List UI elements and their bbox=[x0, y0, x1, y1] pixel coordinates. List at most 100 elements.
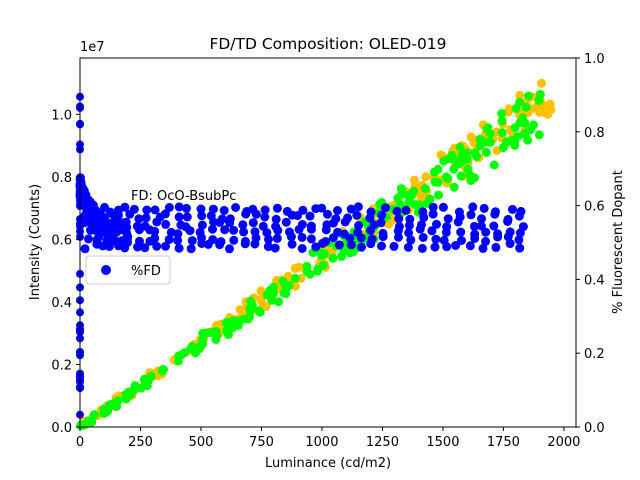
data-point bbox=[497, 109, 507, 118]
data-point bbox=[331, 214, 341, 224]
data-point bbox=[267, 295, 277, 305]
data-point bbox=[129, 204, 139, 214]
data-point bbox=[394, 214, 404, 224]
data-point bbox=[333, 206, 342, 215]
data-point bbox=[220, 225, 230, 235]
x-axis: 0 250 500 750 1000 1250 1500 1750 2000 bbox=[76, 427, 580, 450]
data-point bbox=[317, 203, 327, 213]
data-point bbox=[366, 207, 376, 217]
data-point bbox=[281, 217, 291, 227]
x-tick-label: 0 bbox=[76, 435, 84, 450]
data-point bbox=[430, 242, 440, 252]
data-point bbox=[141, 213, 151, 223]
x-axis-label: Luminance (cd/m2) bbox=[265, 456, 391, 471]
data-point bbox=[182, 212, 192, 222]
data-point bbox=[269, 288, 278, 298]
data-point bbox=[248, 218, 258, 228]
data-point bbox=[240, 236, 250, 246]
data-point bbox=[194, 344, 204, 354]
data-point bbox=[430, 177, 440, 187]
data-point bbox=[409, 175, 419, 185]
data-point bbox=[225, 244, 234, 254]
y-axis: 0.0 0.2 0.4 0.6 0.8 1.0 bbox=[51, 108, 80, 436]
legend-marker-fd bbox=[101, 265, 111, 275]
data-point bbox=[537, 78, 546, 88]
data-point bbox=[470, 229, 480, 239]
data-point bbox=[394, 222, 404, 232]
data-point bbox=[196, 204, 206, 214]
data-point bbox=[449, 182, 459, 192]
data-point bbox=[396, 184, 406, 194]
data-point bbox=[164, 235, 174, 244]
data-point bbox=[432, 219, 441, 229]
data-point bbox=[313, 266, 323, 276]
data-point bbox=[515, 243, 525, 253]
data-point bbox=[405, 214, 415, 224]
data-point bbox=[105, 207, 115, 217]
data-point bbox=[389, 241, 399, 251]
data-point bbox=[415, 200, 425, 210]
data-point bbox=[485, 137, 495, 147]
data-point bbox=[334, 240, 344, 250]
data-point bbox=[78, 420, 88, 430]
data-point bbox=[181, 222, 191, 232]
data-point bbox=[497, 116, 507, 126]
data-point bbox=[521, 102, 531, 112]
data-point bbox=[353, 202, 363, 212]
chart-title: FD/TD Composition: OLED-019 bbox=[209, 35, 446, 53]
data-point bbox=[394, 232, 403, 242]
data-point bbox=[93, 217, 103, 227]
data-point bbox=[468, 202, 478, 212]
data-point bbox=[477, 214, 486, 224]
data-point bbox=[475, 134, 485, 144]
data-point bbox=[248, 204, 258, 214]
data-point bbox=[443, 214, 453, 224]
data-point bbox=[481, 147, 491, 157]
data-point bbox=[306, 234, 316, 244]
data-point bbox=[279, 288, 289, 298]
data-point bbox=[208, 204, 218, 214]
data-point bbox=[466, 210, 476, 220]
data-point bbox=[197, 220, 207, 230]
data-point bbox=[523, 135, 533, 145]
data-point bbox=[225, 214, 235, 224]
data-point bbox=[258, 221, 268, 231]
data-point bbox=[302, 267, 312, 277]
data-point bbox=[224, 330, 233, 339]
data-point bbox=[103, 406, 112, 416]
data-point bbox=[475, 141, 485, 151]
y2-tick-label: 0.8 bbox=[584, 126, 605, 141]
data-point bbox=[297, 244, 307, 253]
data-point bbox=[311, 242, 321, 252]
data-point bbox=[333, 227, 343, 237]
data-point bbox=[469, 221, 479, 231]
data-point bbox=[297, 220, 307, 229]
data-point bbox=[417, 243, 427, 253]
data-point bbox=[421, 172, 431, 182]
data-point bbox=[337, 251, 346, 261]
data-point bbox=[245, 305, 255, 315]
data-point bbox=[328, 253, 338, 263]
data-point bbox=[90, 410, 99, 420]
data-point bbox=[287, 239, 297, 249]
annotation-text: FD: OcO-BsubPc bbox=[131, 189, 236, 204]
data-point bbox=[186, 244, 196, 254]
data-point bbox=[381, 203, 390, 213]
data-point bbox=[84, 234, 93, 244]
data-point bbox=[87, 205, 97, 215]
data-point bbox=[305, 211, 315, 221]
data-point bbox=[392, 206, 402, 216]
y2-tick-label: 0.0 bbox=[584, 421, 605, 436]
data-point bbox=[115, 224, 125, 233]
x-tick-label: 2000 bbox=[547, 435, 580, 450]
data-point bbox=[123, 237, 133, 247]
data-point bbox=[238, 314, 248, 324]
data-point bbox=[465, 241, 475, 251]
data-point bbox=[339, 229, 349, 239]
legend: %FD bbox=[85, 255, 171, 285]
data-point bbox=[80, 244, 90, 254]
data-point bbox=[219, 205, 229, 215]
x-tick-label: 1750 bbox=[487, 435, 520, 450]
data-point bbox=[135, 236, 144, 246]
